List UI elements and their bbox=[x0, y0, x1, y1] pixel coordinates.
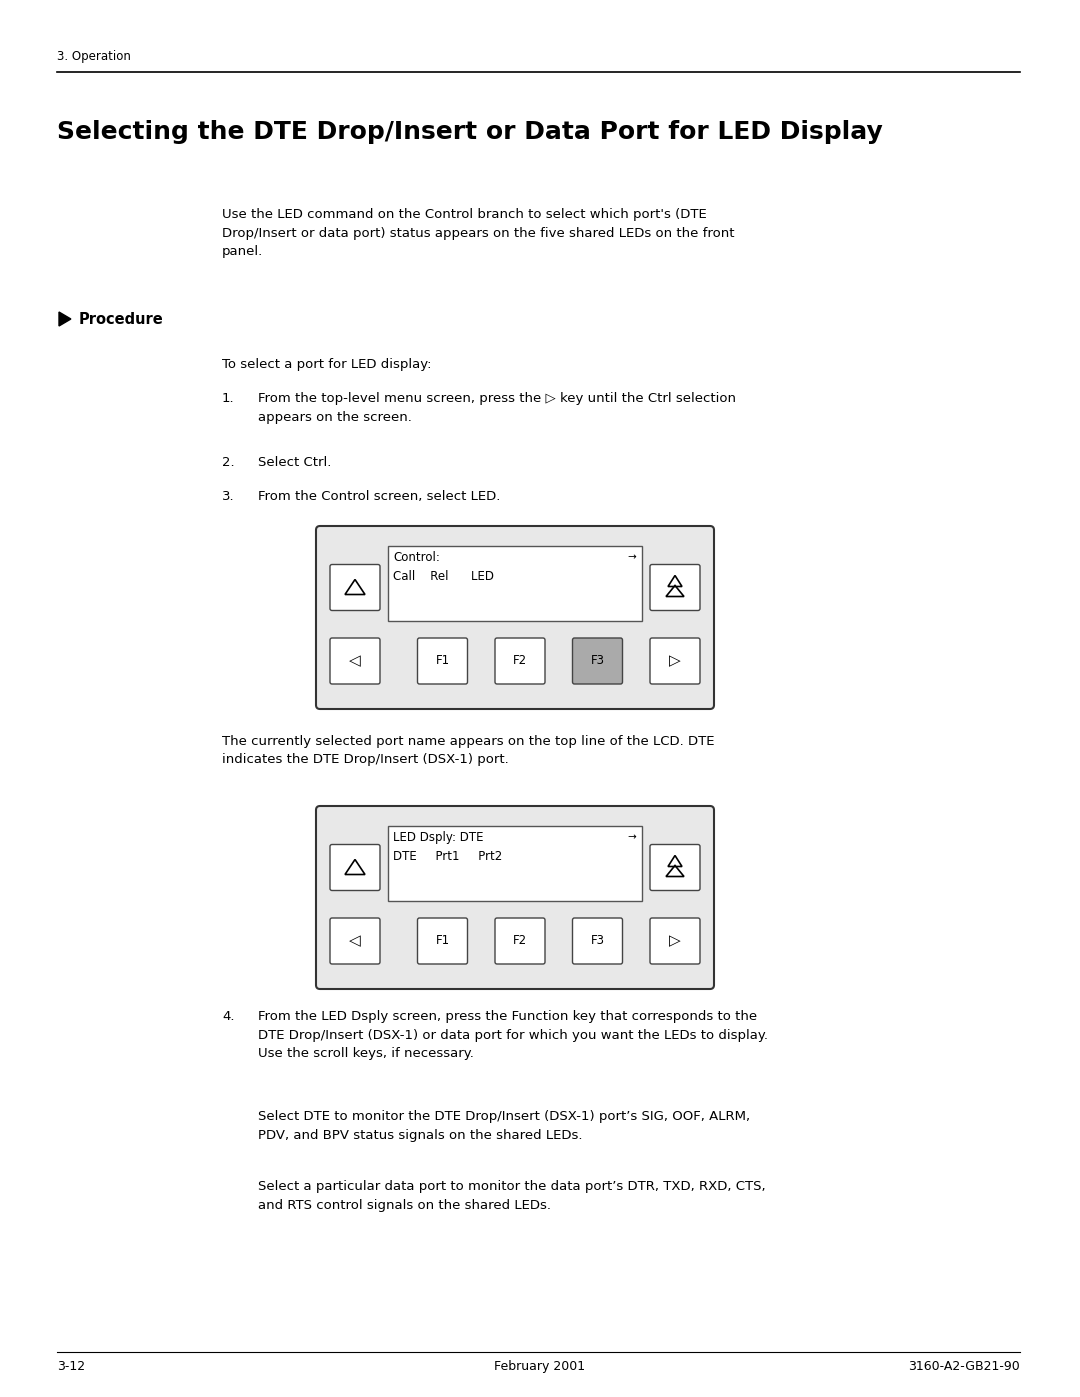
Text: F3: F3 bbox=[591, 655, 605, 668]
Text: 3. Operation: 3. Operation bbox=[57, 50, 131, 63]
FancyBboxPatch shape bbox=[495, 638, 545, 685]
Text: F2: F2 bbox=[513, 935, 527, 947]
Text: ◁: ◁ bbox=[349, 654, 361, 669]
Polygon shape bbox=[59, 312, 71, 326]
Text: F1: F1 bbox=[435, 655, 449, 668]
FancyBboxPatch shape bbox=[650, 918, 700, 964]
Text: F2: F2 bbox=[513, 655, 527, 668]
Text: →: → bbox=[627, 833, 636, 842]
FancyBboxPatch shape bbox=[330, 918, 380, 964]
Text: LED Dsply: DTE: LED Dsply: DTE bbox=[393, 831, 484, 844]
Text: DTE     Prt1     Prt2: DTE Prt1 Prt2 bbox=[393, 849, 502, 863]
Text: Procedure: Procedure bbox=[79, 312, 164, 327]
FancyBboxPatch shape bbox=[418, 638, 468, 685]
Text: The currently selected port name appears on the top line of the LCD. DTE
indicat: The currently selected port name appears… bbox=[222, 735, 715, 767]
Text: ◁: ◁ bbox=[349, 933, 361, 949]
FancyBboxPatch shape bbox=[650, 845, 700, 890]
Text: Call    Rel      LED: Call Rel LED bbox=[393, 570, 494, 583]
Text: Select a particular data port to monitor the data port’s DTR, TXD, RXD, CTS,
and: Select a particular data port to monitor… bbox=[258, 1180, 766, 1211]
FancyBboxPatch shape bbox=[388, 546, 642, 622]
Text: ▷: ▷ bbox=[670, 654, 680, 669]
Text: F3: F3 bbox=[591, 935, 605, 947]
FancyBboxPatch shape bbox=[572, 918, 622, 964]
Text: Selecting the DTE Drop/Insert or Data Port for LED Display: Selecting the DTE Drop/Insert or Data Po… bbox=[57, 120, 882, 144]
Text: 3.: 3. bbox=[222, 490, 234, 503]
FancyBboxPatch shape bbox=[495, 918, 545, 964]
Text: From the LED Dsply screen, press the Function key that corresponds to the
DTE Dr: From the LED Dsply screen, press the Fun… bbox=[258, 1010, 768, 1060]
FancyBboxPatch shape bbox=[330, 638, 380, 685]
FancyBboxPatch shape bbox=[572, 638, 622, 685]
Text: Select Ctrl.: Select Ctrl. bbox=[258, 455, 332, 469]
Text: Control:: Control: bbox=[393, 550, 440, 564]
FancyBboxPatch shape bbox=[330, 564, 380, 610]
Text: F1: F1 bbox=[435, 935, 449, 947]
Text: Select DTE to monitor the DTE Drop/Insert (DSX-1) port’s SIG, OOF, ALRM,
PDV, an: Select DTE to monitor the DTE Drop/Inser… bbox=[258, 1111, 751, 1141]
FancyBboxPatch shape bbox=[650, 564, 700, 610]
FancyBboxPatch shape bbox=[316, 527, 714, 710]
FancyBboxPatch shape bbox=[650, 638, 700, 685]
FancyBboxPatch shape bbox=[316, 806, 714, 989]
Text: 1.: 1. bbox=[222, 393, 234, 405]
Text: 2.: 2. bbox=[222, 455, 234, 469]
Text: ▷: ▷ bbox=[670, 933, 680, 949]
Text: 4.: 4. bbox=[222, 1010, 234, 1023]
Text: From the Control screen, select LED.: From the Control screen, select LED. bbox=[258, 490, 500, 503]
Text: 3-12: 3-12 bbox=[57, 1361, 85, 1373]
FancyBboxPatch shape bbox=[330, 845, 380, 890]
FancyBboxPatch shape bbox=[418, 918, 468, 964]
FancyBboxPatch shape bbox=[388, 826, 642, 901]
Text: →: → bbox=[627, 552, 636, 562]
Text: 3160-A2-GB21-90: 3160-A2-GB21-90 bbox=[908, 1361, 1020, 1373]
Text: From the top-level menu screen, press the ▷ key until the Ctrl selection
appears: From the top-level menu screen, press th… bbox=[258, 393, 735, 423]
Text: February 2001: February 2001 bbox=[495, 1361, 585, 1373]
Text: Use the LED command on the Control branch to select which port's (DTE
Drop/Inser: Use the LED command on the Control branc… bbox=[222, 208, 734, 258]
Text: To select a port for LED display:: To select a port for LED display: bbox=[222, 358, 432, 372]
